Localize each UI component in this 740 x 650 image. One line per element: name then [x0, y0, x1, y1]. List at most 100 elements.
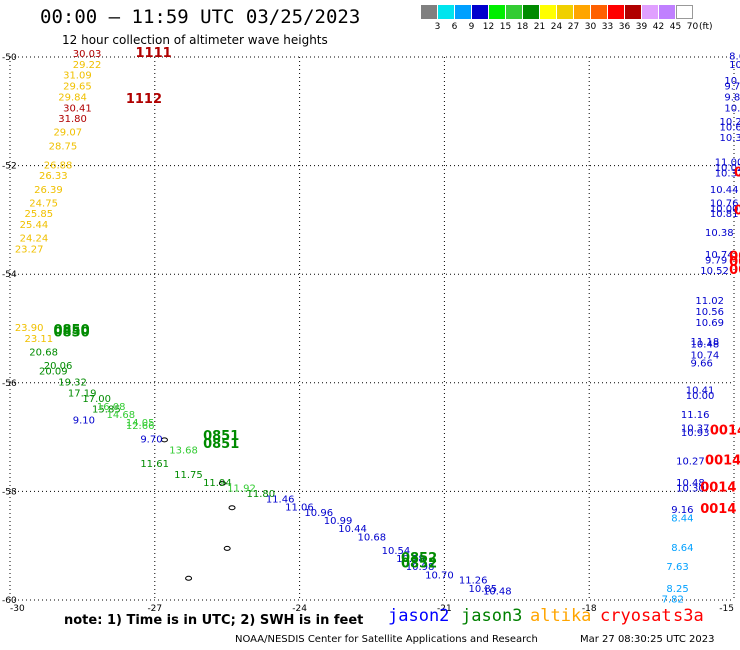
footer-note: note: 1) Time is in UTC; 2) SWH is in fe… — [64, 613, 364, 628]
track-value-label: 10.96 — [304, 508, 333, 519]
wave-height-label: 31.09 — [63, 71, 92, 82]
wave-height-label: 24.75 — [29, 198, 58, 209]
wave-height-label: 11.00 — [715, 158, 740, 169]
wave-height-label: 16.08 — [97, 402, 126, 413]
mission-label-jason3: jason3 — [461, 606, 523, 626]
wave-height-label: 10.54 — [382, 546, 411, 557]
scale-label: 24 — [550, 22, 563, 32]
wave-height-label: 25.85 — [24, 209, 53, 220]
track-value-label: 14.68 — [107, 410, 136, 421]
wave-height-label: 11.92 — [227, 483, 256, 494]
pass-time-label: 0014 — [705, 453, 740, 468]
track-value-label: 10.70 — [425, 570, 454, 581]
wave-height-label: 20.68 — [29, 348, 58, 359]
scale-swatch — [659, 5, 676, 19]
wave-height-label: 10.32 — [715, 168, 740, 179]
wave-height-label: 10.30 — [720, 133, 740, 144]
wave-height-label: 12.66 — [126, 421, 155, 432]
scale-label: 21 — [533, 22, 546, 32]
wave-height-label: 25.44 — [20, 220, 49, 231]
wave-height-label: 10.74 — [705, 250, 734, 261]
wave-height-label: 9.10 — [73, 416, 95, 427]
track-value-label: 20.09 — [39, 367, 68, 378]
track-value-label: 17.19 — [68, 388, 97, 399]
y-tick-label: -50 — [2, 53, 17, 63]
mission-label-altika: altika — [530, 606, 592, 626]
wave-height-label: 28.75 — [49, 141, 78, 152]
track-value-label: 19.32 — [58, 378, 87, 389]
wave-height-label: 8.64 — [671, 543, 693, 554]
scale-swatch — [506, 5, 523, 19]
scale-swatch — [523, 5, 540, 19]
y-tick-label: -56 — [2, 379, 17, 389]
wave-height-label: 9.73 — [724, 82, 740, 93]
wave-height-label: 10.37 — [681, 424, 710, 435]
wave-height-label: 10.98 — [406, 562, 435, 573]
wave-height-label: 10.00 — [686, 391, 715, 402]
wave-height-label: 30.41 — [63, 103, 92, 114]
scale-label: 39 — [635, 22, 648, 32]
wave-height-label: 7.82 — [662, 595, 684, 606]
scale-swatch — [455, 5, 472, 19]
wave-height-label: 13.68 — [169, 445, 198, 456]
track-value-label: 15.85 — [92, 405, 121, 416]
wave-height-label: 20.06 — [44, 361, 73, 372]
island-shape — [218, 480, 226, 486]
island-shape — [223, 545, 231, 551]
wave-height-label: 26.88 — [44, 160, 73, 171]
wave-height-label: 30.03 — [73, 49, 102, 60]
scale-swatch — [574, 5, 591, 19]
x-tick-label: -18 — [582, 604, 597, 614]
scale-swatch — [472, 5, 489, 19]
x-tick-label: -30 — [10, 604, 25, 614]
pass-time-label: 1111 — [135, 46, 171, 61]
pass-time-label: 001 — [729, 263, 740, 278]
wave-height-label: 23.90 — [15, 323, 44, 334]
pass-time-label: 001 — [729, 250, 740, 265]
pass-time-label: 00 — [734, 203, 740, 218]
scale-swatch — [557, 5, 574, 19]
wave-height-label: 10.69 — [695, 318, 724, 329]
scale-swatch — [676, 5, 693, 19]
track-value-label: 11.46 — [266, 494, 295, 505]
wave-height-label: 10.30 — [676, 483, 705, 494]
pass-time-label: 0852 — [401, 556, 437, 571]
track-value-label: 10.28 — [396, 554, 425, 565]
wave-height-label: 24.24 — [20, 234, 49, 245]
wave-height-label: 9.70 — [140, 435, 162, 446]
wave-height-label: 29.22 — [73, 60, 102, 71]
wave-height-label: 10.00 — [710, 204, 739, 215]
wave-height-label: 10.48 — [483, 587, 512, 598]
x-tick-label: -15 — [719, 604, 734, 614]
scale-label: 18 — [516, 22, 529, 32]
pass-time-label: 0014 — [700, 502, 736, 517]
wave-height-label: 11.26 — [459, 576, 488, 587]
pass-time-label: 001 — [729, 255, 740, 270]
scale-label: 70 — [686, 22, 699, 32]
y-tick-label: -60 — [2, 596, 17, 606]
wave-height-label: 10.44 — [338, 524, 367, 535]
credit-text: NOAA/NESDIS Center for Satellite Applica… — [235, 634, 538, 645]
pass-time-label: 1112 — [126, 92, 162, 107]
wave-height-label: 10.48 — [676, 478, 705, 489]
scale-swatch — [489, 5, 506, 19]
wave-height-label: 8.61 — [729, 52, 740, 63]
pass-time-label: 0014 — [710, 423, 740, 438]
scale-label: 30 — [584, 22, 597, 32]
scale-label: 12 — [482, 22, 495, 32]
y-tick-label: -58 — [2, 487, 17, 497]
wave-height-label: 10.81 — [710, 209, 739, 220]
wave-height-label: 7.63 — [666, 562, 688, 573]
wave-height-label: 10.23 — [720, 117, 740, 128]
wave-height-label: 10.38 — [705, 228, 734, 239]
x-tick-label: -24 — [292, 604, 307, 614]
wave-height-label: 10.48 — [691, 340, 720, 351]
mission-label-jason2: jason2 — [388, 606, 450, 626]
track-value-label: 11.06 — [285, 502, 314, 513]
wave-height-label: 29.65 — [63, 82, 92, 93]
scale-label: 36 — [618, 22, 631, 32]
wave-height-label: 10.02 — [715, 163, 740, 174]
wave-height-label: 8.44 — [671, 513, 693, 524]
x-tick-label: -27 — [147, 604, 162, 614]
scale-unit: (ft) — [699, 22, 713, 32]
